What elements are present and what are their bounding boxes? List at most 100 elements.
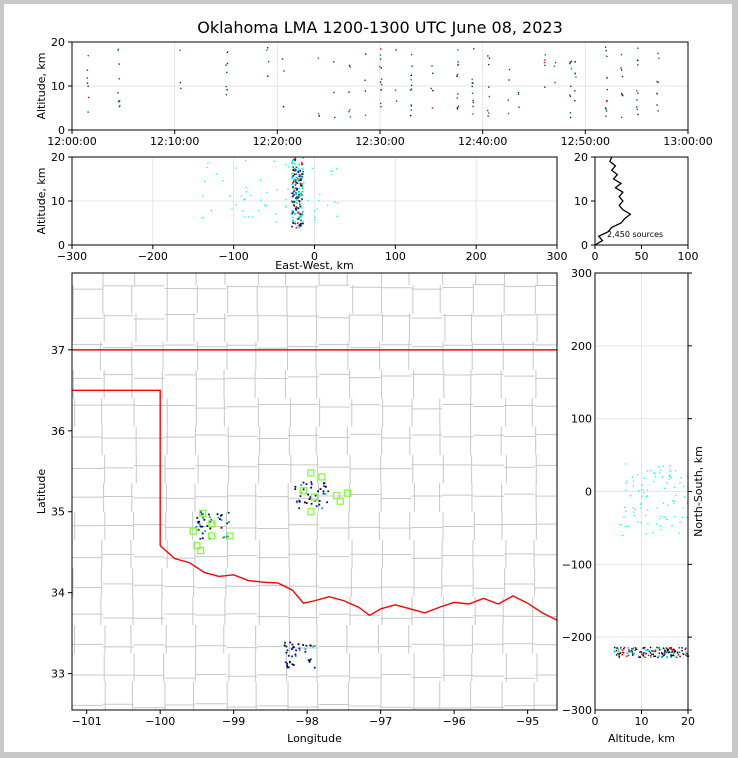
source-point <box>298 507 301 510</box>
source-point <box>294 165 297 168</box>
x-tick-label: −98 <box>296 715 319 728</box>
county-border <box>72 343 557 349</box>
source-point <box>303 181 305 184</box>
source-point <box>670 654 672 656</box>
source-point <box>640 502 643 505</box>
source-point <box>326 501 328 504</box>
source-point <box>508 68 511 71</box>
source-point <box>296 182 299 185</box>
source-point <box>318 199 320 202</box>
source-point <box>641 484 643 486</box>
source-point <box>574 90 576 92</box>
source-point <box>295 187 297 189</box>
source-point <box>472 101 474 104</box>
source-point <box>617 650 620 652</box>
source-point <box>295 169 297 171</box>
source-point <box>665 647 668 650</box>
source-point <box>305 502 308 504</box>
source-point <box>507 112 510 115</box>
source-point <box>235 204 237 206</box>
source-point <box>672 648 675 651</box>
x-tick-label: 10 <box>635 715 649 728</box>
source-point <box>658 57 660 60</box>
source-point <box>219 514 222 517</box>
source-point <box>294 179 297 181</box>
source-point <box>86 82 89 84</box>
source-point <box>281 58 284 60</box>
source-point <box>647 523 649 525</box>
source-point <box>293 205 296 207</box>
source-point <box>472 82 474 84</box>
source-point <box>209 527 212 530</box>
source-point <box>348 91 350 93</box>
source-point <box>568 94 571 96</box>
source-point <box>656 507 658 509</box>
county-border <box>72 285 76 654</box>
source-point <box>302 220 304 223</box>
source-point <box>314 210 316 212</box>
source-point <box>301 177 303 179</box>
source-point <box>669 464 671 467</box>
station-marker <box>318 473 326 481</box>
source-point <box>621 92 623 95</box>
source-point <box>674 649 677 652</box>
source-point <box>298 176 301 179</box>
source-point <box>349 116 352 118</box>
source-point <box>287 654 290 657</box>
station-marker <box>196 546 205 555</box>
source-point <box>644 656 646 658</box>
source-point <box>313 216 316 218</box>
source-point <box>395 100 398 102</box>
source-point <box>209 516 211 519</box>
source-point <box>226 89 228 91</box>
source-point <box>671 649 674 651</box>
source-point <box>119 104 121 107</box>
source-point <box>667 651 669 654</box>
source-point <box>379 81 382 83</box>
source-point <box>634 649 637 651</box>
source-point <box>645 514 647 517</box>
y-tick-label: 100 <box>571 413 592 426</box>
source-point <box>117 49 119 51</box>
source-point <box>204 180 206 183</box>
source-point <box>294 220 297 223</box>
source-point <box>226 62 229 65</box>
source-point <box>296 196 298 198</box>
source-point <box>318 500 321 502</box>
source-point <box>294 485 297 488</box>
source-point <box>410 74 412 77</box>
y-tick-label: 33 <box>51 668 65 681</box>
source-point <box>334 201 336 203</box>
source-point <box>673 502 675 505</box>
source-point <box>665 652 667 654</box>
source-point <box>654 650 657 653</box>
source-point <box>660 515 662 517</box>
source-point <box>299 175 302 178</box>
source-point <box>645 649 647 652</box>
source-point <box>302 644 305 646</box>
source-point <box>648 650 651 653</box>
source-point <box>683 485 685 488</box>
source-point <box>650 656 652 659</box>
source-point <box>295 193 298 196</box>
source-point <box>298 194 300 196</box>
source-point <box>657 647 659 649</box>
source-point <box>298 201 301 203</box>
source-point <box>606 99 608 102</box>
source-point <box>293 190 296 192</box>
source-point <box>296 171 299 174</box>
source-point <box>640 651 643 653</box>
source-point <box>554 81 556 84</box>
source-point <box>640 503 642 505</box>
source-point <box>264 204 266 206</box>
source-point <box>310 486 313 489</box>
source-point <box>199 537 202 540</box>
source-point <box>349 66 351 68</box>
source-point <box>296 501 299 504</box>
station-marker <box>199 509 207 518</box>
source-point <box>296 188 298 190</box>
source-point <box>364 79 366 82</box>
source-point <box>294 222 297 225</box>
x-tick-label: 12:30:00 <box>355 135 404 148</box>
x-tick-label: 20 <box>681 715 695 728</box>
